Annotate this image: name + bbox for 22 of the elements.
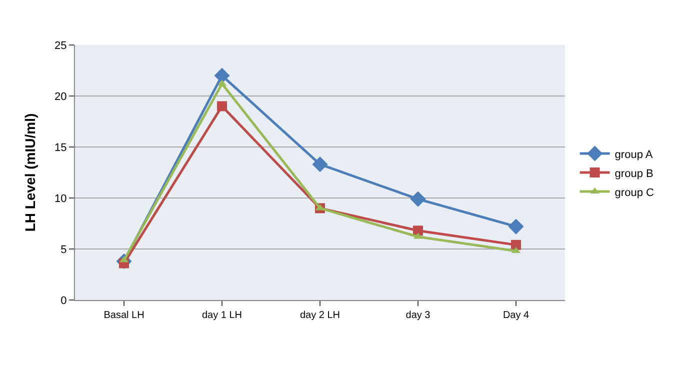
point xyxy=(511,240,521,250)
legend-label: group B xyxy=(614,168,654,180)
x-tick-label: Basal LH xyxy=(104,310,144,321)
y-tick-label: 5 xyxy=(60,244,67,256)
point xyxy=(312,156,328,172)
point xyxy=(217,101,227,112)
y-tick-label: 20 xyxy=(54,90,67,103)
y-axis-title: LH Level (mIU/ml) xyxy=(22,113,38,232)
x-tick-label: day 3 xyxy=(406,310,431,321)
point xyxy=(214,68,230,84)
x-tick-label: Day 4 xyxy=(502,310,530,321)
y-tick-label: 15 xyxy=(54,142,67,154)
point xyxy=(410,191,426,207)
y-tick-label: 10 xyxy=(54,192,67,205)
y-tick-label: 25 xyxy=(54,40,67,52)
point xyxy=(508,218,524,234)
y-tick-label: 0 xyxy=(60,294,67,307)
x-tick-label: day 2 LH xyxy=(300,310,340,321)
legend-label: group C xyxy=(614,186,654,199)
legend-label: group A xyxy=(614,148,654,161)
x-tick-label: day 1 LH xyxy=(202,310,242,321)
point xyxy=(413,226,423,236)
